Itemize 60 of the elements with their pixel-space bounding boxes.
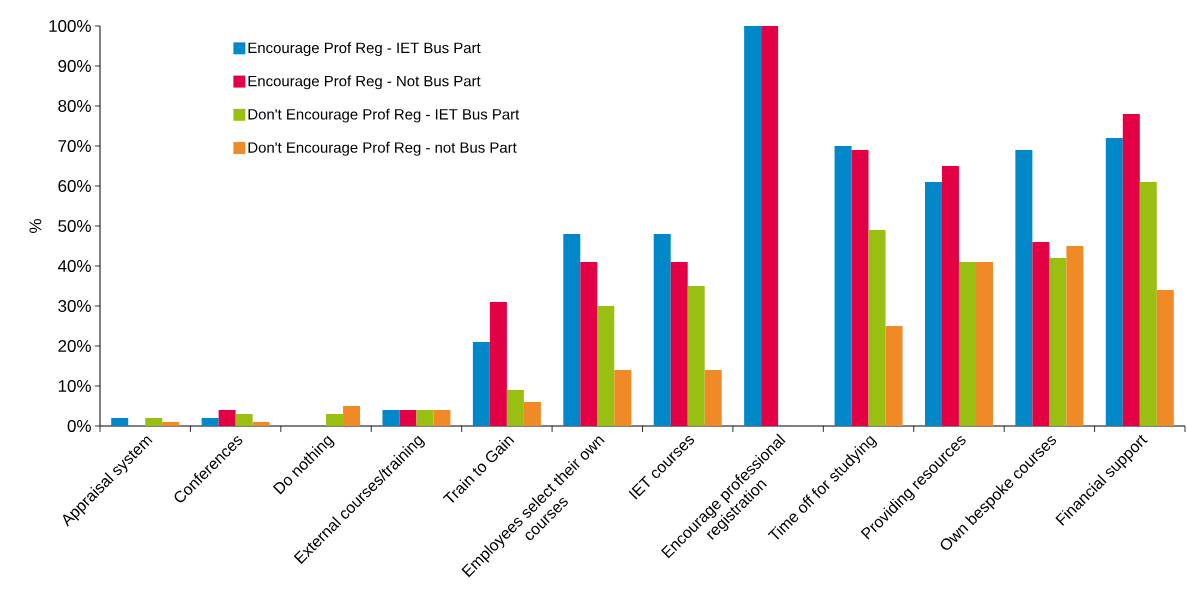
bar [416,410,434,426]
bar [687,286,705,426]
bar [975,262,993,426]
bar [958,262,976,426]
y-tick-label: 60% [58,180,91,192]
legend-label: Don't Encourage Prof Reg - IET Bus Part [248,108,520,123]
y-tick-label: 50% [58,220,91,232]
bar [343,406,361,426]
bar [670,262,688,426]
bar [834,146,852,426]
bar [472,342,490,426]
y-tick-label: 30% [58,300,91,312]
bar [399,410,417,426]
bar [506,390,524,426]
bar [235,414,253,426]
bar [924,182,942,426]
bar [1105,138,1123,426]
x-tick-label: Train to Gain [442,436,515,503]
bar [851,150,869,426]
bar [1066,246,1084,426]
bar [218,410,236,426]
y-tick-label: 10% [58,380,91,392]
bar [653,234,671,426]
y-tick-label: 0% [67,420,91,432]
y-tick-label: 20% [58,340,91,352]
bar [597,306,615,426]
bar [744,26,762,426]
y-tick-label: 90% [58,60,91,72]
legend-label: Encourage Prof Reg - Not Bus Part [248,75,481,90]
legend-label: Don't Encourage Prof Reg - not Bus Part [248,141,517,156]
bar [868,230,886,426]
bar [1122,114,1140,426]
bar [1032,242,1050,426]
bar [201,418,219,426]
bar [563,234,581,426]
y-tick-label: 80% [58,100,91,112]
bar [614,370,632,426]
bar [523,402,541,426]
bar [489,302,507,426]
bar [145,418,163,426]
bar [885,326,903,426]
bar [580,262,598,426]
bar [1015,150,1033,426]
bar [1049,258,1067,426]
bar [326,414,344,426]
bar [433,410,451,426]
bar [382,410,400,426]
bar [162,422,180,426]
bar [941,166,959,426]
bar [111,418,129,426]
bar [704,370,722,426]
y-tick-label: 100% [49,20,91,32]
legend-label: Encourage Prof Reg - IET Bus Part [248,42,481,57]
bar [252,422,270,426]
bar [761,26,779,426]
y-tick-label: 70% [58,140,91,152]
bar [1139,182,1157,426]
y-axis-title: % [29,219,42,233]
y-tick-label: 40% [57,260,91,272]
bar [1156,290,1174,426]
